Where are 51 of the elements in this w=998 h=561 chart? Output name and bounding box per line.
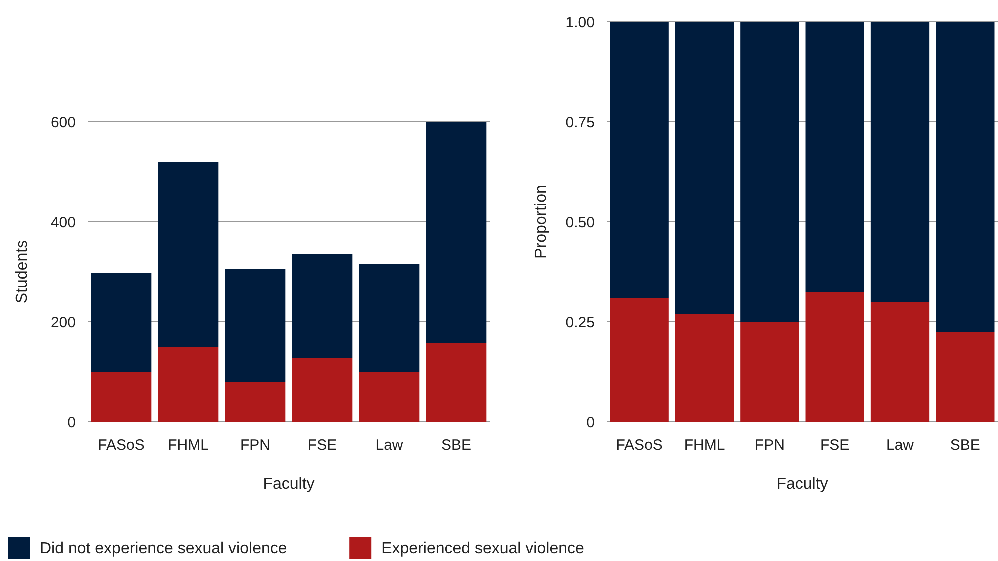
y-tick-label: 0.75 [566,114,595,132]
x-tick-label: FASoS [616,437,663,454]
x-tick-label: FHML [684,437,726,454]
y-tick-label: 0 [586,414,595,432]
legend-label: Experienced sexual violence [382,540,584,558]
y-axis-title: Students [14,240,32,304]
bar [870,302,930,422]
bar [806,22,864,292]
bar [936,332,995,422]
bar [292,254,353,358]
legend-label: Did not experience sexual violence [40,540,288,558]
x-tick-label: FPN [754,437,785,454]
x-tick-label: FASoS [98,437,145,454]
y-tick-label: 400 [50,214,76,232]
bar [359,372,420,422]
bar [870,22,930,302]
bar [610,298,669,422]
bar [610,22,669,298]
bar [158,162,219,347]
bar [359,264,420,372]
bar [225,382,286,422]
y-tick-label: 1.00 [566,14,595,32]
bar [91,273,152,372]
y-axis-title: Proportion [533,185,550,259]
x-tick-label: SBE [441,437,472,454]
y-tick-label: 0 [68,414,76,432]
bar [936,22,995,332]
bar [292,358,353,422]
bar [426,122,487,343]
x-axis-title: Faculty [776,476,828,493]
x-tick-label: FSE [308,437,338,454]
bar [91,372,152,422]
x-tick-label: SBE [950,437,980,454]
x-tick-label: Law [886,437,914,454]
x-axis-title: Faculty [263,476,315,493]
bar [675,22,734,314]
bar [740,322,800,422]
x-tick-label: Law [376,437,404,454]
bar [740,22,800,322]
bar [426,343,487,422]
bar [225,269,286,382]
y-tick-label: 600 [50,114,76,132]
y-tick-label: 0.25 [566,314,595,332]
x-tick-label: FSE [820,437,850,454]
y-tick-label: 0.50 [566,214,595,232]
y-tick-label: 200 [50,314,76,332]
x-tick-label: FHML [168,437,209,454]
bar [675,314,734,422]
x-tick-label: FPN [240,437,270,454]
bar [806,292,864,422]
bar [158,347,219,422]
